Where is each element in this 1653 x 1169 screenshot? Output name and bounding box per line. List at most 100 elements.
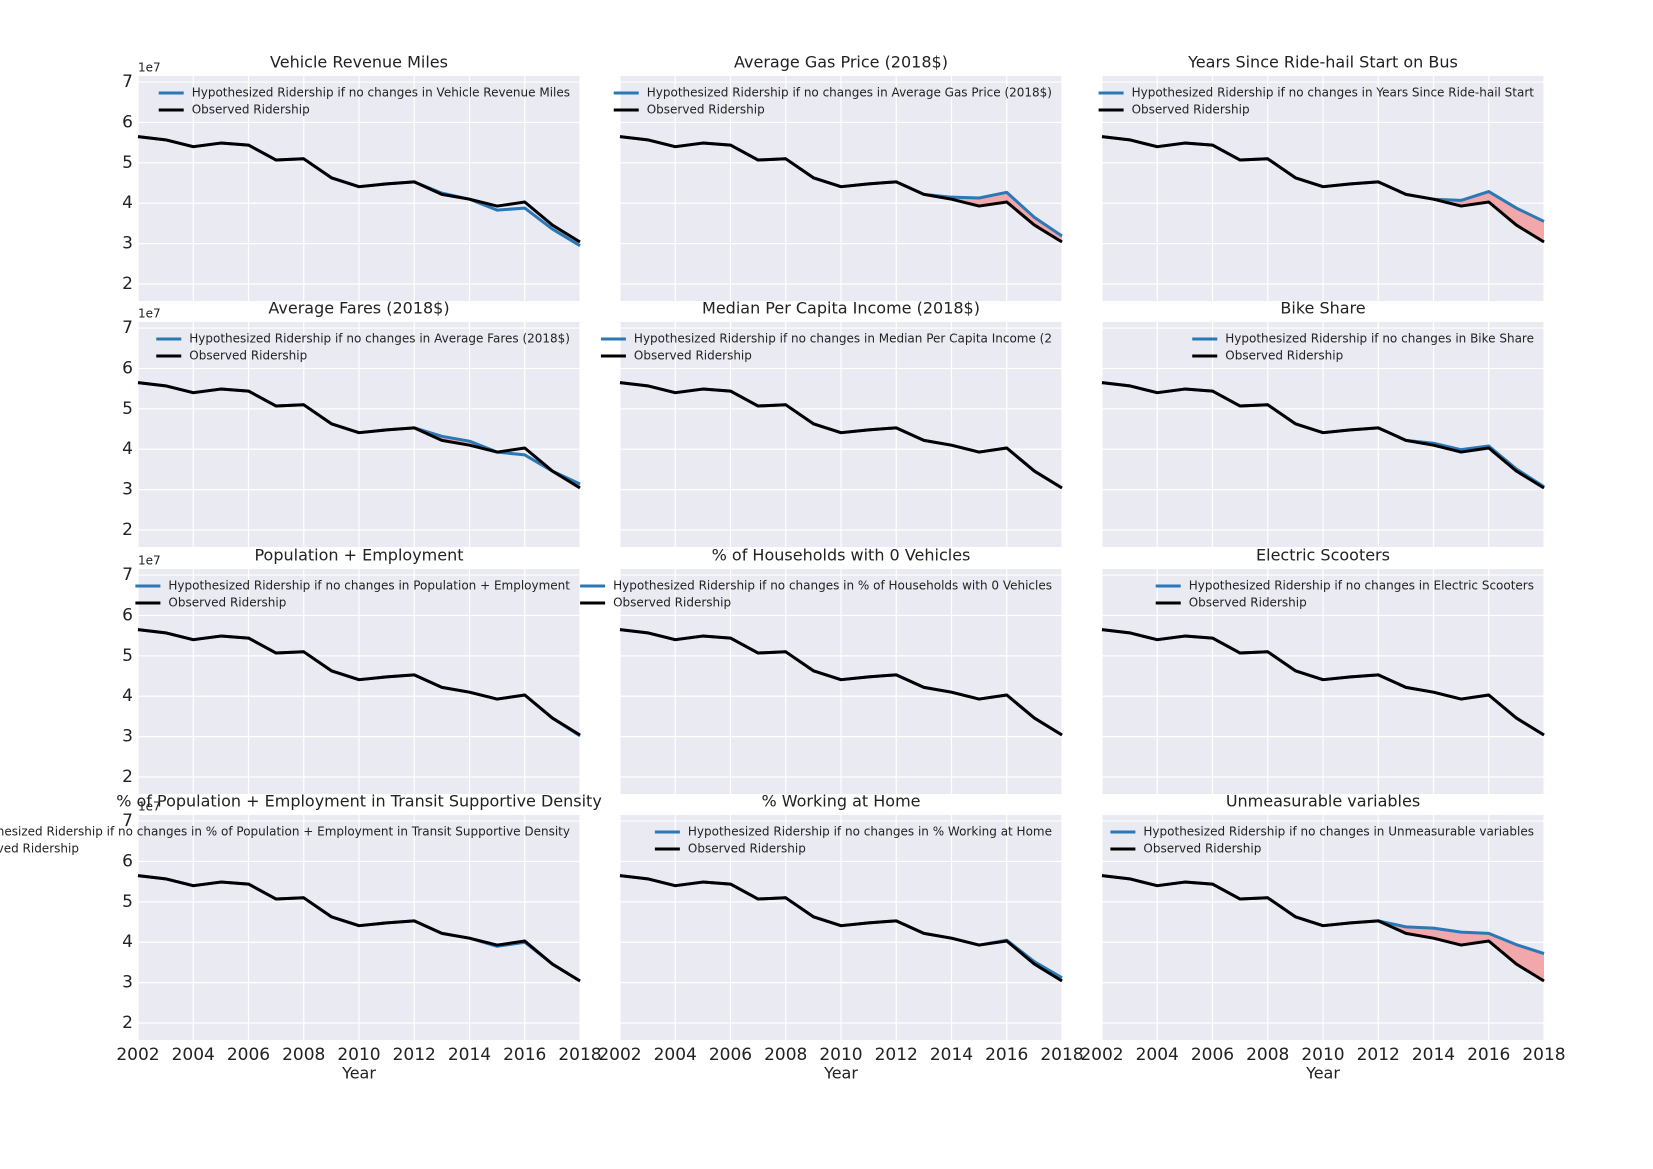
legend-label: Observed Ridership	[0, 842, 79, 856]
y-tick-label: 4	[122, 932, 133, 952]
legend-label: Hypothesized Ridership if no changes in …	[688, 825, 1052, 839]
y-tick-label: 3	[122, 480, 133, 500]
y-tick-label: 7	[122, 565, 133, 585]
x-tick-label: 2014	[1412, 1045, 1455, 1065]
y-tick-label: 4	[122, 686, 133, 706]
legend-label: Hypothesized Ridership if no changes in …	[168, 579, 570, 593]
subplot-title: % of Population + Employment in Transit …	[116, 792, 602, 811]
legend-label: Hypothesized Ridership if no changes in …	[1132, 86, 1535, 100]
legend-label: Hypothesized Ridership if no changes in …	[647, 86, 1052, 100]
y-tick-label: 3	[122, 234, 133, 254]
legend: Hypothesized Ridership if no changes in …	[158, 86, 570, 117]
subplot-title: % of Households with 0 Vehicles	[712, 546, 971, 565]
legend-label: Hypothesized Ridership if no changes in …	[189, 332, 570, 346]
axis-offset: 1e7	[138, 61, 161, 75]
subplot-title: Bike Share	[1280, 299, 1365, 318]
legend: Hypothesized Ridership if no changes in …	[0, 825, 570, 856]
y-tick-label: 5	[122, 399, 133, 419]
legend: Hypothesized Ridership if no changes in …	[135, 579, 570, 610]
series-line	[619, 874, 1063, 983]
y-tick-label: 2	[122, 520, 133, 540]
axis-offset: 1e7	[138, 307, 161, 321]
subplot-title: Average Fares (2018$)	[268, 299, 449, 318]
legend-label: Hypothesized Ridership if no changes in …	[1143, 825, 1534, 839]
legend: Hypothesized Ridership if no changes in …	[580, 579, 1052, 610]
x-tick-label: 2016	[503, 1045, 546, 1065]
x-tick-label: 2004	[172, 1045, 215, 1065]
x-tick-label: 2010	[819, 1045, 862, 1065]
y-tick-label: 2	[122, 767, 133, 787]
series-line	[619, 135, 1063, 244]
legend: Hypothesized Ridership if no changes in …	[1192, 332, 1534, 363]
x-tick-label: 2018	[1522, 1045, 1565, 1065]
y-tick-label: 6	[122, 605, 133, 625]
series-line	[137, 381, 581, 490]
axis-offset: 1e7	[138, 554, 161, 568]
legend: Hypothesized Ridership if no changes in …	[613, 86, 1052, 117]
x-tick-label: 2002	[598, 1045, 641, 1065]
series-line	[619, 381, 1063, 490]
legend-label: Hypothesized Ridership if no changes in …	[192, 86, 570, 100]
legend-label: Observed Ridership	[1143, 842, 1261, 856]
legend: Hypothesized Ridership if no changes in …	[1155, 579, 1534, 610]
x-tick-label: 2018	[558, 1045, 601, 1065]
x-tick-label: 2012	[393, 1045, 436, 1065]
x-axis-label: Year	[1305, 1064, 1340, 1083]
x-tick-label: 2008	[282, 1045, 325, 1065]
y-tick-label: 6	[122, 851, 133, 871]
y-tick-label: 6	[122, 358, 133, 378]
y-tick-label: 5	[122, 892, 133, 912]
legend-label: Observed Ridership	[647, 103, 765, 117]
series-line	[137, 874, 581, 983]
x-tick-label: 2006	[1191, 1045, 1234, 1065]
series-line	[137, 628, 581, 737]
legend-label: Observed Ridership	[1189, 596, 1307, 610]
series-line	[137, 135, 581, 244]
series-line	[1101, 874, 1545, 983]
y-tick-label: 6	[122, 112, 133, 132]
axis-offset: 1e7	[138, 800, 161, 814]
x-tick-label: 2014	[930, 1045, 973, 1065]
legend-label: Observed Ridership	[613, 596, 731, 610]
subplot-title: Years Since Ride-hail Start on Bus	[1187, 53, 1458, 72]
x-tick-label: 2014	[448, 1045, 491, 1065]
legend-label: Observed Ridership	[168, 596, 286, 610]
y-tick-label: 3	[122, 727, 133, 747]
y-tick-label: 3	[122, 973, 133, 993]
y-tick-label: 7	[122, 318, 133, 338]
x-tick-label: 2008	[764, 1045, 807, 1065]
legend: Hypothesized Ridership if no changes in …	[654, 825, 1052, 856]
x-tick-label: 2006	[227, 1045, 270, 1065]
y-tick-label: 5	[122, 646, 133, 666]
legend-label: Observed Ridership	[1225, 349, 1343, 363]
legend-label: Observed Ridership	[189, 349, 307, 363]
x-tick-label: 2002	[1080, 1045, 1123, 1065]
legend: Hypothesized Ridership if no changes in …	[600, 332, 1052, 363]
series-line	[619, 628, 1063, 737]
subplot-title: Vehicle Revenue Miles	[270, 53, 448, 72]
y-tick-label: 4	[122, 439, 133, 459]
legend-label: Hypothesized Ridership if no changes in …	[0, 825, 570, 839]
legend-label: Observed Ridership	[634, 349, 752, 363]
x-tick-label: 2016	[985, 1045, 1028, 1065]
subplot-title: Population + Employment	[254, 546, 463, 565]
legend: Hypothesized Ridership if no changes in …	[1098, 86, 1535, 117]
x-tick-label: 2016	[1467, 1045, 1510, 1065]
x-axis-label: Year	[823, 1064, 858, 1083]
x-tick-label: 2008	[1246, 1045, 1289, 1065]
legend-label: Observed Ridership	[688, 842, 806, 856]
y-tick-label: 5	[122, 153, 133, 173]
legend-label: Hypothesized Ridership if no changes in …	[1189, 579, 1534, 593]
y-tick-label: 2	[122, 274, 133, 294]
legend: Hypothesized Ridership if no changes in …	[156, 332, 570, 363]
series-line	[1101, 135, 1545, 244]
legend-label: Hypothesized Ridership if no changes in …	[634, 332, 1052, 346]
series-line	[1101, 381, 1545, 490]
subplot-title: Electric Scooters	[1256, 546, 1390, 565]
x-tick-label: 2018	[1040, 1045, 1083, 1065]
x-tick-label: 2012	[1357, 1045, 1400, 1065]
legend: Hypothesized Ridership if no changes in …	[1110, 825, 1534, 856]
x-tick-label: 2004	[1136, 1045, 1179, 1065]
subplot-title: Average Gas Price (2018$)	[734, 53, 948, 72]
